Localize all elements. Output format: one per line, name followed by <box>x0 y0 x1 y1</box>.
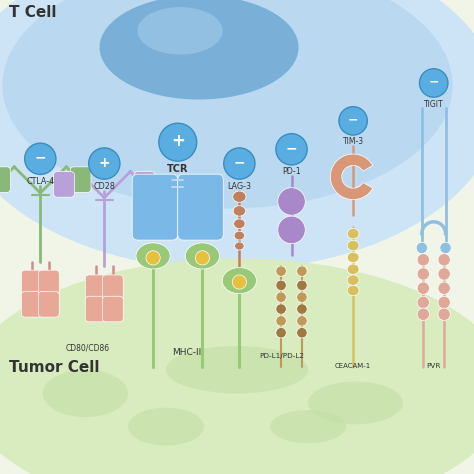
Ellipse shape <box>417 308 429 320</box>
Ellipse shape <box>276 266 286 276</box>
Ellipse shape <box>440 242 451 254</box>
Text: PD-1: PD-1 <box>282 167 301 176</box>
Text: −: − <box>234 155 245 170</box>
Ellipse shape <box>297 292 307 302</box>
Ellipse shape <box>417 296 429 309</box>
Text: −: − <box>35 151 46 165</box>
Ellipse shape <box>233 206 246 216</box>
Ellipse shape <box>195 251 210 265</box>
Circle shape <box>159 123 197 161</box>
Text: CD28: CD28 <box>93 182 115 191</box>
Circle shape <box>25 143 56 174</box>
Ellipse shape <box>166 346 308 393</box>
FancyBboxPatch shape <box>21 292 42 317</box>
Ellipse shape <box>438 268 450 280</box>
FancyBboxPatch shape <box>102 275 123 301</box>
Ellipse shape <box>137 7 223 55</box>
Wedge shape <box>330 154 373 200</box>
Ellipse shape <box>2 0 453 209</box>
Ellipse shape <box>232 275 246 289</box>
Ellipse shape <box>308 382 403 424</box>
FancyBboxPatch shape <box>85 275 106 301</box>
FancyBboxPatch shape <box>85 296 106 322</box>
Ellipse shape <box>347 240 359 251</box>
Text: CTLA-4: CTLA-4 <box>26 177 55 186</box>
FancyBboxPatch shape <box>38 292 59 317</box>
Circle shape <box>224 148 255 179</box>
Ellipse shape <box>222 267 256 294</box>
Text: CEACAM-1: CEACAM-1 <box>335 363 371 369</box>
FancyBboxPatch shape <box>0 167 10 192</box>
FancyBboxPatch shape <box>70 167 91 192</box>
Ellipse shape <box>347 264 359 274</box>
Ellipse shape <box>233 191 246 202</box>
Ellipse shape <box>0 258 474 474</box>
Text: CD80/CD86: CD80/CD86 <box>65 344 110 353</box>
Ellipse shape <box>438 308 450 320</box>
Ellipse shape <box>297 316 307 326</box>
Text: MHC-II: MHC-II <box>173 348 202 357</box>
FancyBboxPatch shape <box>21 270 42 296</box>
Ellipse shape <box>347 252 359 263</box>
Ellipse shape <box>270 410 346 443</box>
Ellipse shape <box>438 296 450 309</box>
Text: −: − <box>286 141 297 155</box>
Ellipse shape <box>278 216 305 244</box>
Ellipse shape <box>416 242 428 254</box>
FancyBboxPatch shape <box>178 174 223 240</box>
Ellipse shape <box>234 219 245 228</box>
Text: −: − <box>348 113 358 127</box>
Ellipse shape <box>276 280 286 291</box>
Ellipse shape <box>100 0 299 100</box>
Ellipse shape <box>297 280 307 291</box>
Ellipse shape <box>276 292 286 302</box>
FancyBboxPatch shape <box>54 172 74 197</box>
Text: −: − <box>428 75 439 89</box>
Circle shape <box>339 107 367 135</box>
Text: TCR: TCR <box>167 164 189 173</box>
FancyBboxPatch shape <box>38 270 59 296</box>
Ellipse shape <box>297 328 307 338</box>
Ellipse shape <box>234 231 245 240</box>
Circle shape <box>276 134 307 165</box>
Text: TIM-3: TIM-3 <box>343 137 364 146</box>
Ellipse shape <box>297 304 307 314</box>
Ellipse shape <box>347 285 359 296</box>
Circle shape <box>89 148 120 179</box>
Ellipse shape <box>276 304 286 314</box>
FancyBboxPatch shape <box>132 174 178 240</box>
Ellipse shape <box>438 282 450 294</box>
Ellipse shape <box>347 228 359 239</box>
Ellipse shape <box>43 370 128 417</box>
Circle shape <box>419 69 448 97</box>
Ellipse shape <box>276 316 286 326</box>
Ellipse shape <box>0 0 474 270</box>
FancyBboxPatch shape <box>102 296 123 322</box>
Ellipse shape <box>136 243 170 269</box>
Ellipse shape <box>146 251 160 265</box>
Ellipse shape <box>297 266 307 276</box>
Ellipse shape <box>235 242 244 250</box>
Ellipse shape <box>417 268 429 280</box>
Text: PD-L1/PD-L2: PD-L1/PD-L2 <box>260 353 304 359</box>
Text: TIGIT: TIGIT <box>424 100 444 109</box>
Ellipse shape <box>347 275 359 285</box>
Text: +: + <box>99 155 110 170</box>
Text: PVR: PVR <box>427 363 441 369</box>
Ellipse shape <box>438 254 450 266</box>
Text: T Cell: T Cell <box>9 5 57 20</box>
Ellipse shape <box>278 188 305 215</box>
Ellipse shape <box>128 408 204 446</box>
Text: LAG-3: LAG-3 <box>228 182 251 191</box>
Text: Tumor Cell: Tumor Cell <box>9 360 100 375</box>
Ellipse shape <box>417 254 429 266</box>
Text: +: + <box>171 132 185 150</box>
Ellipse shape <box>185 243 219 269</box>
FancyBboxPatch shape <box>134 172 155 197</box>
Ellipse shape <box>276 328 286 338</box>
Ellipse shape <box>417 282 429 294</box>
